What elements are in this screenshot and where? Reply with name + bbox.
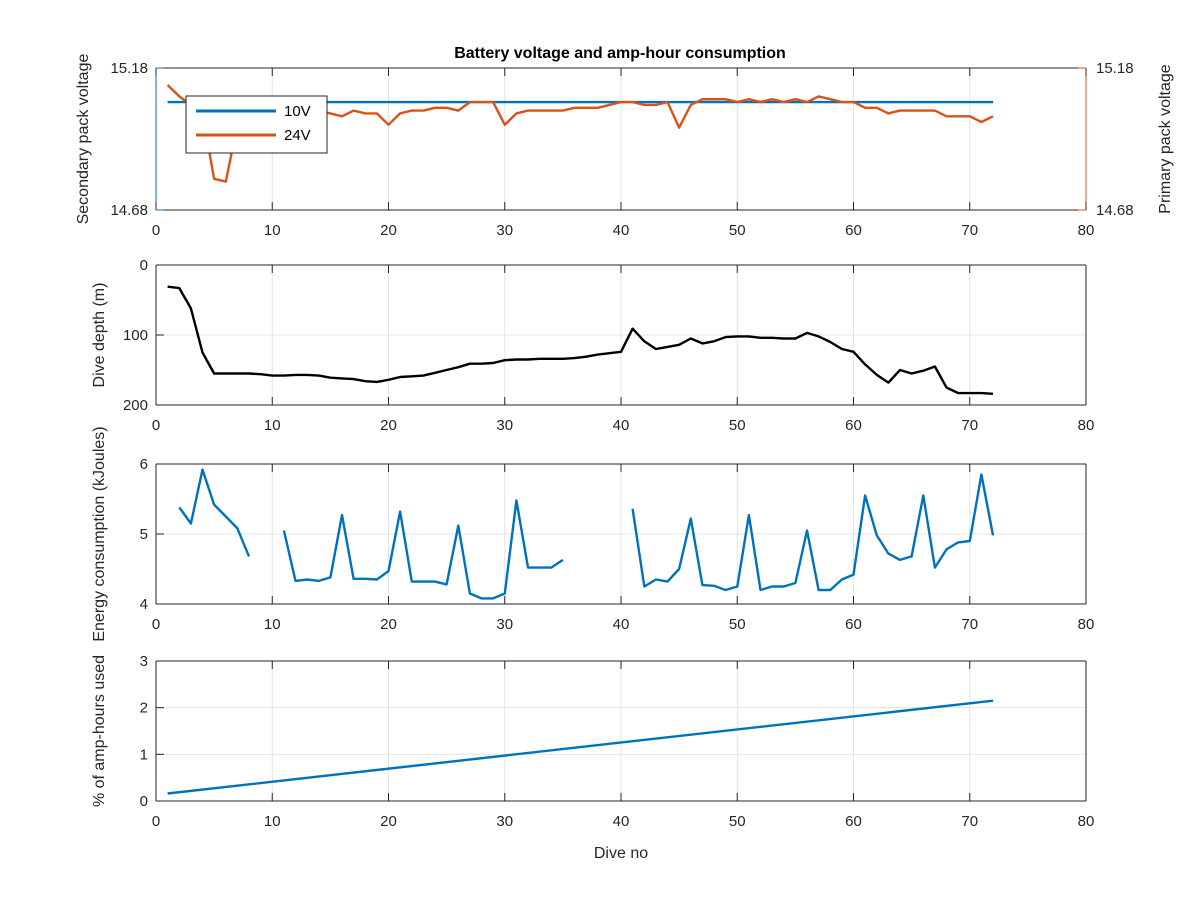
legend-label-10v: 10V: [284, 103, 311, 120]
y-axis-label-left: Secondary pack voltage: [75, 54, 92, 225]
series-line-2-1: [167, 285, 994, 395]
x-tick-label: 70: [961, 813, 978, 830]
legend-label-24v: 24V: [284, 127, 311, 144]
x-tick-label: 70: [961, 616, 978, 633]
x-tick-label: 0: [152, 417, 160, 434]
subplot-2: 0 10 20 30 40 50 60 70 80 0 100 200 Dive depth (m): [91, 257, 1094, 434]
x-tick-label: 80: [1078, 616, 1095, 633]
x-tick-label: 50: [729, 813, 746, 830]
subplot-3: 0 10 20 30 40 50 60 70 80 4 5 6 Energy consumption (…: [91, 426, 1094, 641]
x-tick-label: 50: [729, 616, 746, 633]
x-tick-label: 70: [961, 222, 978, 239]
y-right-tick-label: 14.68: [1096, 202, 1134, 219]
y-tick-label: 100: [123, 327, 148, 344]
y-axis-label: % of amp-hours used: [91, 655, 108, 807]
x-tick-label: 10: [264, 222, 281, 239]
chart-title: Battery voltage and amp-hour consumption: [454, 45, 786, 62]
x-tick-label: 40: [613, 813, 630, 830]
x-tick-label: 80: [1078, 813, 1095, 830]
x-tick-label: 60: [845, 813, 862, 830]
y-tick-label: 14.68: [110, 202, 148, 219]
legend-box: [185, 95, 328, 154]
x-tick-label: 80: [1078, 417, 1095, 434]
y-tick-label: 3: [140, 653, 148, 670]
y-axis-label: Energy consumption (kJoules): [91, 426, 108, 641]
subplot-1: 0 10 20 30 40 50 60 70 8014.6815.1814.6815.18Sec…: [75, 54, 1174, 239]
subplots: 0 10 20 30 40 50 60 70 8014.6815.1814.6815.18Sec…: [75, 54, 1174, 862]
y-tick-label: 6: [140, 456, 148, 473]
x-tick-label: 30: [496, 813, 513, 830]
x-tick-label: 40: [613, 222, 630, 239]
x-tick-label: 30: [496, 616, 513, 633]
x-tick-label: 20: [380, 813, 397, 830]
x-tick-label: 40: [613, 417, 630, 434]
series-line-3-1: [178, 468, 995, 600]
x-tick-label: 80: [1078, 222, 1095, 239]
x-tick-label: 60: [845, 222, 862, 239]
y-tick-label: 4: [140, 596, 148, 613]
x-tick-label: 20: [380, 222, 397, 239]
x-tick-label: 40: [613, 616, 630, 633]
x-tick-label: 30: [496, 417, 513, 434]
y-axis-label-right: Primary pack voltage: [1157, 64, 1174, 213]
x-tick-label: 20: [380, 417, 397, 434]
y-right-tick-label: 15.18: [1096, 60, 1134, 77]
x-axis-label: Dive no: [594, 845, 648, 862]
x-tick-label: 30: [496, 222, 513, 239]
x-tick-label: 20: [380, 616, 397, 633]
y-tick-label: 5: [140, 526, 148, 543]
x-tick-label: 10: [264, 417, 281, 434]
x-tick-label: 0: [152, 813, 160, 830]
x-tick-label: 70: [961, 417, 978, 434]
y-axis-label: Dive depth (m): [91, 283, 108, 388]
series-line-4-1: [167, 699, 994, 795]
y-tick-label: 200: [123, 397, 148, 414]
x-tick-label: 10: [264, 616, 281, 633]
x-tick-label: 10: [264, 813, 281, 830]
y-tick-label: 0: [140, 257, 148, 274]
x-tick-label: 0: [152, 222, 160, 239]
y-tick-label: 0: [140, 793, 148, 810]
x-tick-label: 60: [845, 616, 862, 633]
y-tick-label: 15.18: [110, 60, 148, 77]
x-tick-label: 50: [729, 222, 746, 239]
x-tick-label: 0: [152, 616, 160, 633]
y-tick-label: 2: [140, 700, 148, 717]
subplot-4: 0 10 20 30 40 50 60 70 80 0 1 2 3 % of amp-hours used…: [91, 653, 1094, 862]
y-tick-label: 1: [140, 746, 148, 763]
x-tick-label: 50: [729, 417, 746, 434]
x-tick-label: 60: [845, 417, 862, 434]
